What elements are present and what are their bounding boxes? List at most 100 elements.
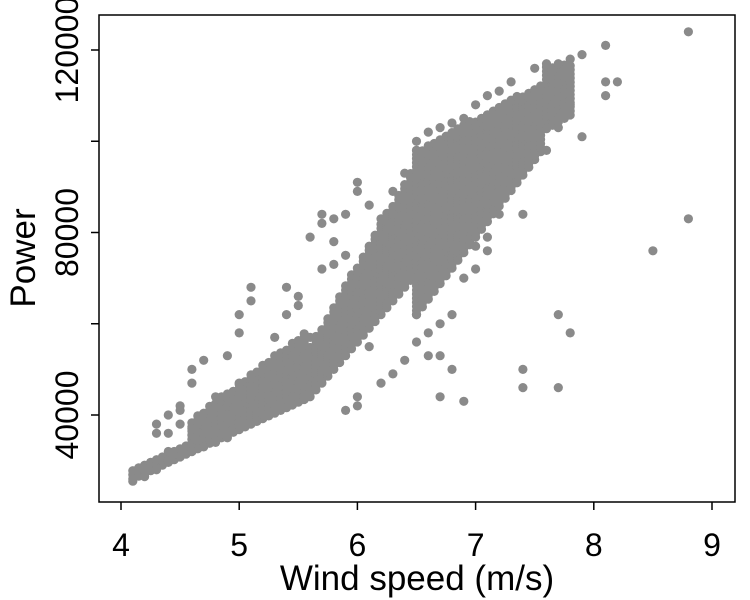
data-point: [400, 168, 410, 178]
data-point: [329, 237, 339, 247]
data-point: [447, 118, 457, 128]
data-point: [211, 392, 221, 402]
data-point: [140, 465, 150, 475]
data-point: [577, 132, 587, 142]
data-point: [612, 77, 623, 87]
data-point: [317, 218, 327, 228]
data-point: [565, 328, 575, 338]
data-point: [459, 396, 469, 406]
data-point: [187, 364, 197, 374]
data-point: [565, 61, 575, 71]
data-point: [163, 410, 173, 420]
data-point: [459, 113, 469, 123]
data-point: [246, 392, 256, 402]
data-point: [423, 328, 433, 338]
data-point: [683, 214, 694, 224]
data-point: [352, 401, 362, 411]
data-point: [494, 86, 504, 96]
data-point: [281, 282, 292, 292]
data-points: [128, 27, 694, 486]
data-point: [459, 273, 469, 283]
data-point: [411, 310, 422, 320]
data-point: [234, 310, 244, 320]
data-point: [317, 264, 327, 274]
data-point: [305, 332, 315, 342]
data-point: [388, 186, 398, 196]
data-point: [329, 214, 339, 224]
y-tick-label: 80000: [49, 188, 85, 277]
data-point: [435, 392, 445, 402]
data-point: [140, 472, 150, 482]
data-point: [187, 378, 197, 388]
data-point: [565, 100, 575, 110]
data-point: [553, 123, 563, 133]
data-point: [435, 123, 445, 133]
data-point: [447, 364, 457, 374]
data-point: [494, 209, 504, 219]
data-point: [293, 355, 303, 365]
data-point: [518, 383, 528, 393]
y-tick-label: 40000: [49, 371, 85, 460]
data-point: [163, 446, 173, 457]
data-point: [376, 378, 386, 388]
data-point: [518, 364, 528, 374]
y-tick-label: 120000: [49, 0, 85, 103]
data-point: [222, 433, 232, 443]
data-point: [364, 200, 374, 210]
data-point: [471, 264, 481, 274]
data-point: [151, 465, 162, 475]
data-point: [601, 77, 611, 87]
data-point: [211, 437, 221, 447]
data-point: [435, 319, 445, 329]
data-point: [506, 168, 516, 178]
data-point: [234, 378, 244, 388]
data-point: [163, 428, 173, 438]
data-point: [411, 145, 422, 155]
data-point: [423, 141, 433, 151]
data-point: [423, 351, 433, 361]
x-tick-label: 9: [703, 527, 721, 563]
data-point: [246, 373, 256, 384]
data-point: [388, 369, 398, 379]
data-point: [411, 136, 422, 146]
data-point: [471, 100, 481, 110]
data-point: [187, 424, 197, 434]
plot-frame: [98, 14, 736, 503]
data-point: [423, 127, 433, 137]
x-tick-label: 8: [585, 527, 603, 563]
data-point: [388, 209, 398, 219]
data-point: [471, 241, 481, 251]
data-point: [553, 310, 563, 320]
data-point: [246, 282, 256, 292]
data-point: [518, 209, 528, 219]
data-point: [364, 342, 374, 352]
data-point: [376, 214, 386, 224]
data-point: [199, 428, 209, 438]
data-point: [352, 186, 362, 196]
x-axis-title: Wind speed (m/s): [280, 559, 554, 598]
data-point: [482, 232, 492, 242]
x-tick-label: 6: [349, 527, 367, 563]
data-point: [352, 177, 362, 187]
data-point: [317, 209, 327, 219]
data-point: [683, 27, 694, 37]
data-point: [199, 442, 209, 452]
data-point: [329, 259, 339, 269]
data-point: [400, 355, 410, 365]
y-axis-title: Power: [4, 208, 43, 308]
data-point: [293, 291, 303, 301]
data-point: [246, 296, 256, 306]
data-point: [530, 63, 540, 73]
data-point: [258, 364, 268, 374]
data-point: [601, 91, 611, 101]
data-point: [187, 446, 197, 457]
data-point: [270, 373, 280, 384]
data-point: [352, 392, 362, 402]
data-point: [234, 328, 244, 338]
data-point: [163, 456, 173, 466]
data-point: [565, 54, 575, 64]
data-point: [601, 40, 611, 51]
data-point: [151, 428, 162, 438]
data-point: [506, 77, 516, 87]
